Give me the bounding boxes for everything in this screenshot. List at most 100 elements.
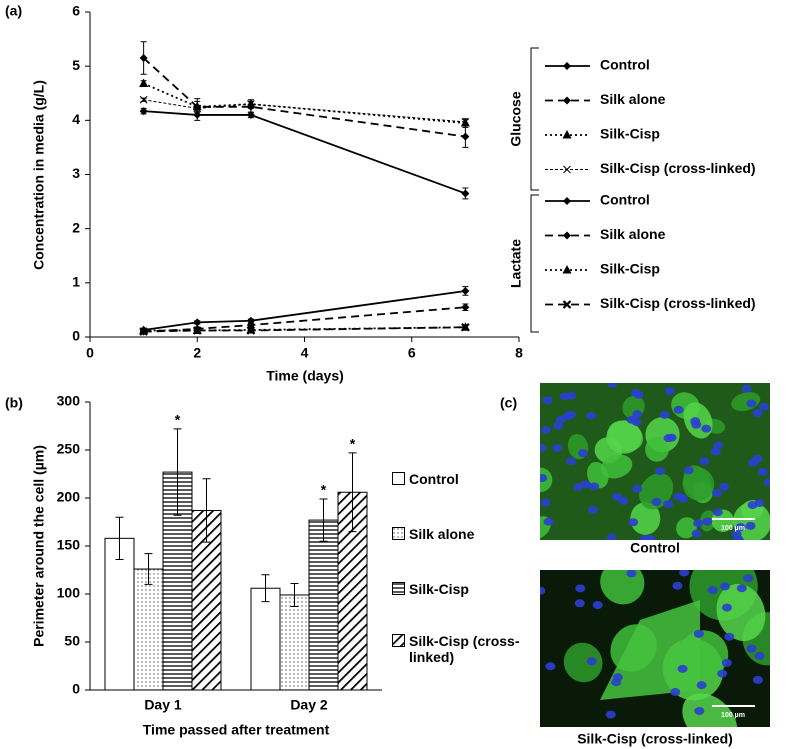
y-tick-label: 0 [72,328,80,344]
nucleus [552,443,563,452]
legend-label: Silk alone [600,91,666,107]
bracket [530,47,539,191]
nucleus [707,586,718,595]
nucleus [694,706,705,715]
nucleus [759,402,770,411]
nucleus [713,441,724,450]
y-tick-label: 250 [57,441,81,457]
image-caption: Control [630,540,680,556]
nucleus [747,501,758,510]
cell [600,454,633,479]
nucleus [710,447,721,456]
nucleus [731,530,742,539]
nucleus [683,466,694,475]
legend-label: Control [600,57,650,73]
nucleus [559,392,570,401]
error-bar [173,428,182,516]
x-axis-label: Time passed after treatment [143,722,330,738]
x-tick-label: Day 1 [144,697,182,713]
nucleus [663,500,674,509]
nucleus [542,396,553,405]
marker [461,322,470,332]
cell [682,467,715,501]
legend-entry: Silk-Cisp (cross-linked) [392,633,532,665]
line [143,326,466,333]
nucleus [654,467,665,476]
marker [139,107,148,116]
panel-label: (c) [500,395,517,411]
y-tick-label: 0 [72,681,80,697]
y-tick-label: 300 [57,393,81,409]
nucleus [540,425,551,434]
legend-marker [563,96,571,105]
legend-marker [563,231,571,240]
legend-swatch [392,634,405,647]
bar [279,594,310,691]
marker [461,132,470,141]
nucleus [632,410,643,419]
error-bar [115,516,124,560]
nucleus [626,415,637,424]
marker [461,303,470,312]
micrograph [540,570,770,727]
error-bar [290,582,299,607]
nucleus [743,574,754,583]
nucleus [701,424,712,433]
legend-label: Silk-Cisp [600,126,660,142]
marker [192,326,202,335]
legend-marker [563,165,571,174]
nucleus [745,521,756,530]
line [143,290,466,331]
legend-swatch [392,527,405,540]
legend-marker [562,300,572,309]
nucleus [670,688,681,697]
legend-entry: Control [392,471,532,487]
nucleus [763,478,770,487]
nucleus [543,517,554,526]
nucleus [754,652,765,661]
nucleus [618,496,629,505]
cell [606,420,642,454]
nucleus [563,411,574,420]
nucleus [752,409,763,418]
legend-swatch [392,582,405,595]
nucleus [746,399,757,408]
marker [461,118,470,126]
nucleus [580,480,591,489]
nucleus [659,410,670,419]
nucleus [702,517,713,526]
nucleus [666,433,677,442]
nucleus [540,498,551,507]
x-tick-label: 2 [193,345,201,361]
cell [733,502,770,540]
nucleus [757,467,768,476]
nucleus [752,675,763,684]
marker [139,54,148,63]
legend-swatch [392,472,405,485]
nucleus [540,473,548,482]
nucleus [679,570,690,577]
nucleus [605,710,616,719]
legend-label: Silk-Cisp (cross-linked) [409,633,520,665]
nucleus [586,411,597,420]
nucleus [747,458,758,467]
nucleus [693,519,704,528]
nucleus [721,658,732,667]
y-tick-label: 4 [72,111,80,127]
marker [139,95,148,104]
line [143,57,466,138]
cell [639,473,674,510]
bar [308,519,339,691]
nucleus [699,457,710,466]
legend-group-label: Lactate [508,239,524,288]
error-bar [144,553,153,585]
nucleus [720,582,731,591]
legend-entry: Silk alone [392,526,532,542]
y-tick-label: 3 [72,165,80,181]
error-bar [202,478,211,543]
legend-label: Control [600,192,650,208]
legend-label: Silk-Cisp (cross-linked) [600,295,756,311]
nucleus [628,518,639,527]
nucleus [717,669,728,678]
